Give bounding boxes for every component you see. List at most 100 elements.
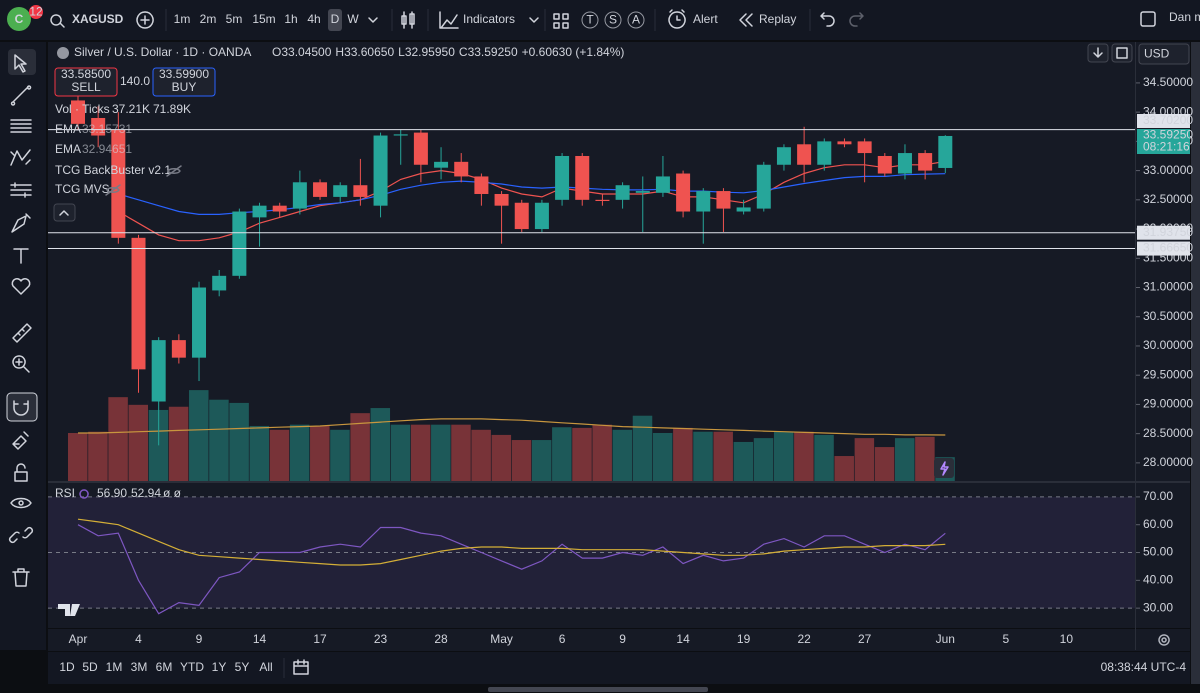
range-button[interactable]: 3M [131,660,148,674]
range-button[interactable]: 1M [106,660,123,674]
range-button[interactable]: YTD [180,660,204,674]
drawing-tool[interactable] [10,149,31,166]
level-label: 31.66650 [1143,241,1193,255]
pane-button[interactable] [1111,43,1133,63]
drawing-tool[interactable] [8,526,34,544]
time-tick-label: 14 [676,632,690,646]
candle-body [131,237,146,370]
ohlc-value: 33.60650 [344,45,394,59]
time-tick-label: 5 [1002,632,1009,646]
indicators-button[interactable]: Indicators [463,12,515,26]
candle-body [252,205,267,218]
range-button[interactable]: All [259,660,272,674]
buy-button[interactable] [152,67,216,97]
avatar[interactable] [7,7,31,31]
interval-button[interactable]: 2m [200,12,217,26]
candle-body [797,144,812,165]
candle-body [756,164,771,209]
volume-bar [773,431,794,481]
drawing-tool[interactable] [13,248,29,264]
time-tick-label: 14 [253,632,267,646]
indicators-icon[interactable] [439,11,459,29]
candle-body [736,207,751,212]
volume-bar [390,424,411,481]
alert-icon[interactable] [668,9,686,29]
hidden-icon[interactable] [105,184,121,196]
price-pane [48,42,1135,481]
rsi-tick-label: 70.00 [1143,489,1173,503]
range-button[interactable]: 1D [59,660,75,674]
volume-bar [673,427,693,481]
replay-button[interactable]: Replay [759,12,796,26]
tool-circle[interactable] [604,11,622,29]
range-button[interactable]: 5D [82,660,98,674]
candle-body [615,185,630,200]
drawing-tool[interactable] [12,568,30,587]
volume-bar [269,429,290,481]
interval-button[interactable]: 4h [307,12,320,26]
drawing-tool[interactable] [11,213,31,233]
drawing-tool[interactable] [12,355,30,373]
currency: USD [1144,47,1170,61]
layout-icon[interactable] [553,13,569,29]
interval-button[interactable]: D [331,12,340,26]
volume-bar [471,429,491,481]
alert-button[interactable]: Alert [693,12,718,26]
candle-body [595,199,610,201]
interval-button[interactable]: W [347,12,359,26]
candle-body [393,134,408,136]
interval-button[interactable]: 1h [284,12,297,26]
drawing-tool[interactable] [10,182,32,198]
last-price: 33.59250 [1143,128,1193,142]
range-button[interactable]: 1Y [212,660,227,674]
interval-button[interactable]: 15m [252,12,275,26]
currency-select[interactable] [1138,43,1190,65]
fullscreen-toggle[interactable] [1140,11,1156,27]
ohlc-key: H [335,45,344,59]
axis-settings[interactable] [1158,634,1170,646]
drawing-tool[interactable] [10,497,32,509]
drawing-tool[interactable] [13,400,29,416]
time-tick-label: 23 [374,632,388,646]
interval-dropdown[interactable] [368,17,378,23]
lightning [940,461,949,476]
date-range-icon[interactable] [293,659,309,675]
drawing-tool[interactable] [12,323,32,343]
price-tick-label: 28.50000 [1143,426,1193,440]
compare-icon[interactable] [136,11,154,29]
clock[interactable]: 08:38:44 UTC-4 [1101,660,1187,674]
volume-bar [249,425,270,481]
range-button[interactable]: 6M [156,660,173,674]
alert-marker[interactable] [934,458,954,478]
tool-circle[interactable] [627,11,645,29]
undo-icon[interactable] [820,12,835,27]
drawing-tool[interactable] [14,54,27,73]
symbol[interactable]: XAGUSD [72,12,124,26]
hidden-icon[interactable] [166,165,182,177]
scroll-handle [488,687,708,692]
volume-bar [128,404,149,481]
search-icon[interactable] [50,14,65,28]
drawing-tool[interactable] [11,278,31,295]
rsi-pane [48,483,1135,628]
redo-icon[interactable] [849,12,864,27]
time-tick-label: 4 [135,632,142,646]
candle-body [696,191,711,212]
chart-type-icon[interactable] [401,11,415,29]
drawing-tool[interactable] [10,85,32,106]
replay-icon[interactable] [739,13,753,27]
drawing-tool[interactable] [12,431,29,450]
interval-button[interactable]: 5m [226,12,243,26]
drawing-tool[interactable] [10,119,32,133]
sell-button[interactable] [54,67,118,97]
drawing-tool[interactable] [14,463,28,482]
tool-circle[interactable] [581,11,599,29]
interval-button[interactable]: 1m [174,12,191,26]
volume-bar [370,408,391,481]
indicators-dropdown[interactable] [529,17,539,23]
volume-bar [168,406,189,481]
ohlc-value: 33.59250 [468,45,518,59]
range-button[interactable]: 5Y [235,660,250,674]
user-name[interactable]: Dan m [1169,10,1200,24]
tool-letter: T [586,13,594,27]
